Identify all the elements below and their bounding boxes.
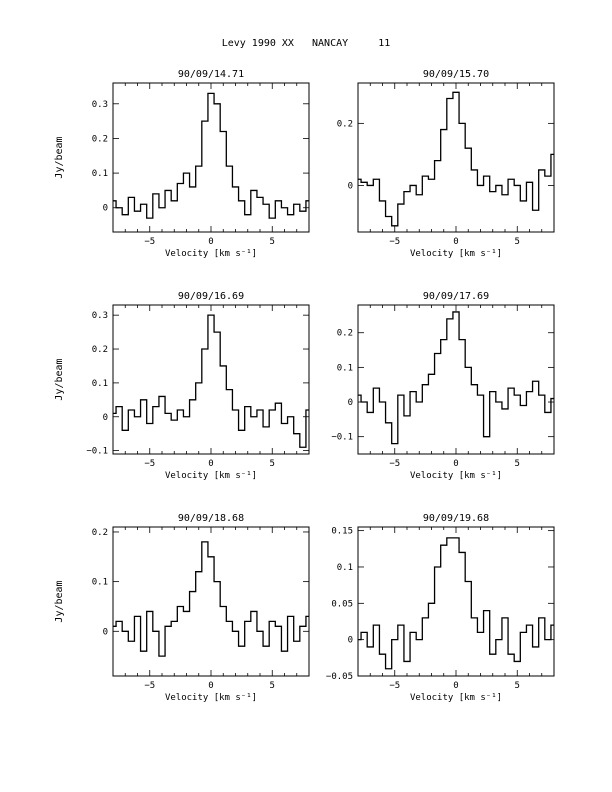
plot-frame [112,82,310,233]
y-tick-label: 0.15 [331,527,353,537]
y-tick-label: 0.2 [92,345,108,355]
chart-panel-3: 90/09/16.69 −5 0 5 −0.1 0 0.1 0.2 0.3 Velocity [k… [54,291,310,481]
y-tick-label: 0.2 [337,329,353,339]
x-tick-label: 5 [270,681,275,691]
y-tick-label: 0 [348,398,353,408]
x-tick-label: −5 [144,237,155,247]
y-tick-label: 0.05 [331,599,353,609]
chart-title: 90/09/19.68 [423,513,489,524]
y-tick-label: 0 [103,627,108,637]
chart-title: 90/09/17.69 [423,291,489,302]
y-tick-label: 0 [348,636,353,646]
x-tick-label: −5 [389,459,400,469]
x-axis-label: Velocity [km s⁻¹] [410,693,502,703]
x-tick-label: 5 [270,459,275,469]
chart-panel-2: 90/09/15.70 −5 0 5 0 0.2 Velocity [km s⁻¹] [337,69,555,259]
chart-title: 90/09/16.69 [178,291,244,302]
spectrum-line [113,314,309,448]
y-tick-label: 0 [348,181,353,191]
x-axis-label: Velocity [km s⁻¹] [165,249,257,259]
spectrum-line [113,92,309,219]
y-tick-label: 0.1 [337,363,353,373]
chart-panel-5: 90/09/18.68 −5 0 5 0 0.1 0.2 Velocity [km s⁻¹] J… [54,513,310,703]
spectrum-line [358,91,554,227]
y-tick-label: 0.1 [92,379,108,389]
spectrum-line [358,311,554,445]
y-tick-label: 0.3 [92,100,108,110]
x-axis-label: Velocity [km s⁻¹] [165,693,257,703]
chart-panel-6: 90/09/19.68 −5 0 5 −0.05 0 0.05 0.1 0.15 Velocity… [326,513,555,703]
y-tick-label: 0.2 [92,528,108,538]
x-tick-label: −5 [144,459,155,469]
y-tick-label: −0.1 [86,447,108,457]
y-tick-label: 0.2 [92,134,108,144]
y-tick-label: 0.2 [337,119,353,129]
x-tick-label: 5 [515,459,520,469]
y-axis-label: Jy/beam [54,580,65,622]
x-tick-label: 5 [515,681,520,691]
x-axis-label: Velocity [km s⁻¹] [165,471,257,481]
y-axis-label: Jy/beam [54,136,65,178]
y-tick-label: 0 [103,204,108,214]
x-tick-label: 5 [270,237,275,247]
chart-title: 90/09/15.70 [423,69,489,80]
x-tick-label: 0 [453,459,458,469]
y-tick-label: 0.1 [337,563,353,573]
x-tick-label: 0 [453,681,458,691]
x-tick-label: −5 [389,237,400,247]
spectrum-line [113,541,309,657]
chart-title: 90/09/14.71 [178,69,244,80]
spectrum-line [358,537,554,670]
x-tick-label: 0 [208,459,213,469]
page-title: Levy 1990 XX NANCAY 11 [221,38,391,49]
y-tick-label: 0.1 [92,578,108,588]
plot-frame [357,304,555,455]
plot-frame [112,304,310,455]
x-axis-label: Velocity [km s⁻¹] [410,471,502,481]
x-axis-label: Velocity [km s⁻¹] [410,249,502,259]
x-tick-label: 0 [453,237,458,247]
plot-frame [357,82,555,233]
y-tick-label: 0 [103,413,108,423]
chart-panel-1: 90/09/14.71 −5 0 5 0 0.1 0.2 0.3 Velocity [km s⁻… [54,69,310,259]
y-tick-label: −0.1 [331,433,353,443]
y-tick-label: −0.05 [326,672,353,682]
y-tick-label: 0.3 [92,311,108,321]
x-tick-label: 0 [208,237,213,247]
chart-panel-4: 90/09/17.69 −5 0 5 −0.1 0 0.1 0.2 Velocity [km s… [331,291,555,481]
y-axis-label: Jy/beam [54,358,65,400]
x-tick-label: 0 [208,681,213,691]
plot-frame [112,526,310,677]
x-tick-label: −5 [144,681,155,691]
chart-title: 90/09/18.68 [178,513,244,524]
plot-frame [357,526,555,677]
x-tick-label: 5 [515,237,520,247]
x-tick-label: −5 [389,681,400,691]
y-tick-label: 0.1 [92,169,108,179]
